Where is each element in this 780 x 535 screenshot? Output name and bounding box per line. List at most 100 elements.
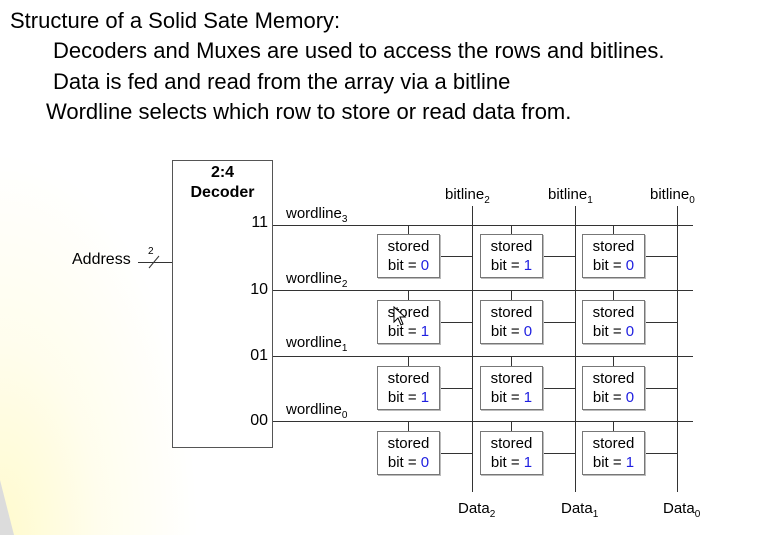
background-wedge [0,480,14,535]
cell-bit-prefix: bit = [387,323,421,340]
cell-bitline-stub [543,388,575,389]
bitline-0-line [677,206,678,492]
cell-stored-label: stored [387,435,430,452]
slide-bullet-1: Decoders and Muxes are used to access th… [53,38,665,63]
cell-stored-label: stored [592,435,635,452]
decoder-title: 2:4 Decoder [172,163,273,203]
bitline-1-label: bitline1 [548,186,593,206]
cell-stored-label: stored [592,370,635,387]
cell-stored-label: stored [490,238,533,255]
cell-bit-value: 0 [625,323,635,340]
cell-bit-line: bit = 0 [378,256,439,275]
cell-bit-prefix: bit = [490,323,524,340]
cell-bitline-stub [543,322,575,323]
memory-cell-r1-c1: stored bit = 0 [480,300,543,344]
data-1-label: Data1 [561,500,599,520]
cell-bit-line: bit = 1 [378,388,439,407]
address-bus-width: 2 [148,246,154,257]
cell-bitline-stub [645,453,677,454]
cell-bit-prefix: bit = [490,454,524,471]
decoder-output-10: 10 [250,281,268,298]
memory-cell-r1-c0: stored bit = 1 [377,300,440,344]
wordline-1-line [273,356,693,357]
decoder-box [172,160,273,448]
cell-bit-prefix: bit = [592,389,626,406]
cell-bitline-stub [440,453,472,454]
cell-stored-label: stored [387,238,430,255]
cell-bit-value: 1 [523,389,533,406]
slide-bullet-3: Wordline selects which row to store or r… [46,99,572,124]
bitline-2-label: bitline2 [445,186,490,206]
address-label: Address [72,251,131,268]
data-0-label: Data0 [663,500,701,520]
cell-stored-label: stored [490,370,533,387]
cell-bit-value: 1 [523,454,533,471]
cell-bit-prefix: bit = [592,323,626,340]
cell-wordline-stub [511,356,512,366]
cell-bit-value: 0 [625,389,635,406]
cell-bit-prefix: bit = [387,257,421,274]
cell-bit-line: bit = 1 [583,453,644,472]
cell-bit-value: 0 [420,257,430,274]
cell-bit-value: 1 [625,454,635,471]
cell-bit-line: bit = 0 [378,453,439,472]
cell-wordline-stub [408,290,409,300]
wordline-1-label: wordline1 [286,334,348,354]
cell-bitline-stub [440,322,472,323]
cell-bit-line: bit = 0 [583,388,644,407]
cell-bit-prefix: bit = [490,389,524,406]
cell-bit-line: bit = 0 [583,256,644,275]
slide-title: Structure of a Solid Sate Memory: [10,8,341,33]
cell-bit-value: 1 [420,389,430,406]
decoder-title-name: Decoder [190,184,255,201]
cell-stored-label: stored [490,435,533,452]
cell-wordline-stub [511,421,512,431]
cell-bitline-stub [645,322,677,323]
cell-stored-label: stored [387,304,430,321]
cell-stored-label: stored [490,304,533,321]
cell-bit-value: 0 [523,323,533,340]
cell-wordline-stub [613,225,614,234]
cell-bit-line: bit = 0 [481,322,542,341]
memory-cell-r0-c2: stored bit = 0 [582,234,645,278]
cell-bitline-stub [543,256,575,257]
cell-wordline-stub [613,421,614,431]
decoder-output-00: 00 [250,412,268,429]
cell-bit-value: 1 [523,257,533,274]
wordline-3-label: wordline3 [286,205,348,225]
background-glow [0,150,200,535]
cell-bit-line: bit = 0 [583,322,644,341]
cell-bitline-stub [440,256,472,257]
cell-wordline-stub [613,290,614,300]
cell-bitline-stub [440,388,472,389]
cell-wordline-stub [511,290,512,300]
decoder-title-ratio: 2:4 [210,164,235,181]
memory-cell-r3-c1: stored bit = 1 [480,431,543,475]
cell-stored-label: stored [387,370,430,387]
wordline-2-line [273,290,693,291]
memory-cell-r2-c2: stored bit = 0 [582,366,645,410]
memory-cell-r0-c1: stored bit = 1 [480,234,543,278]
slide-bullet-2: Data is fed and read from the array via … [53,69,511,94]
bitline-0-label: bitline0 [650,186,695,206]
cell-bit-line: bit = 1 [481,256,542,275]
cell-wordline-stub [408,356,409,366]
cell-bitline-stub [645,388,677,389]
cell-wordline-stub [408,421,409,431]
memory-cell-r1-c2: stored bit = 0 [582,300,645,344]
memory-cell-r3-c0: stored bit = 0 [377,431,440,475]
memory-cell-r0-c0: stored bit = 0 [377,234,440,278]
address-line [138,262,172,263]
cell-bit-line: bit = 1 [481,388,542,407]
cell-bit-value: 0 [625,257,635,274]
wordline-3-line [273,225,693,226]
cell-wordline-stub [408,225,409,234]
data-2-label: Data2 [458,500,496,520]
cell-bit-line: bit = 1 [481,453,542,472]
cell-bit-prefix: bit = [490,257,524,274]
memory-cell-r3-c2: stored bit = 1 [582,431,645,475]
mouse-cursor-icon [393,306,407,326]
cell-wordline-stub [613,356,614,366]
cell-wordline-stub [511,225,512,234]
decoder-output-11: 11 [251,214,268,231]
